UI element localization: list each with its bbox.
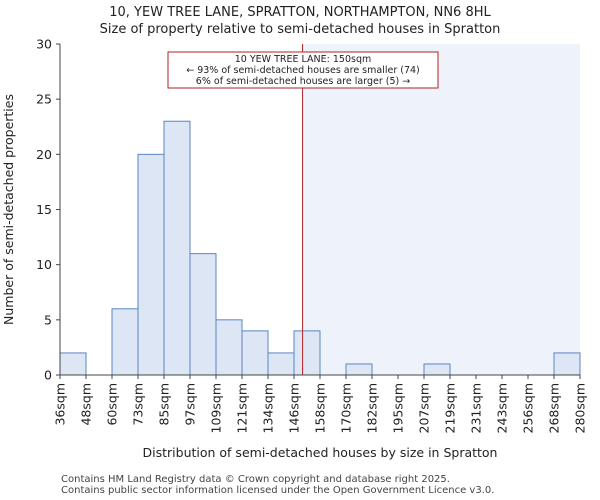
bar-170sqm bbox=[345, 363, 373, 376]
x-tick-label-73sqm: 73sqm bbox=[131, 383, 146, 426]
bar-109sqm bbox=[215, 319, 243, 376]
x-tick-label-243sqm: 243sqm bbox=[495, 383, 510, 433]
footer-line-2: Contains public sector information licen… bbox=[61, 485, 495, 496]
bar-85sqm bbox=[163, 120, 191, 376]
x-tick-label-256sqm: 256sqm bbox=[521, 383, 536, 433]
x-tick-label-158sqm: 158sqm bbox=[313, 383, 328, 433]
x-ticks-group: 36sqm 48sqm 60sqm 73sqm 85sqm 97sqm 109sqm 121s… bbox=[53, 375, 588, 433]
y-tick-label-0: 0 bbox=[44, 368, 52, 383]
y-tick-label-25: 25 bbox=[36, 92, 52, 107]
x-tick-label-121sqm: 121sqm bbox=[235, 383, 250, 433]
bars-group bbox=[59, 120, 581, 376]
x-tick-label-219sqm: 219sqm bbox=[443, 383, 458, 433]
x-tick-label-280sqm: 280sqm bbox=[573, 383, 588, 433]
x-tick-label-268sqm: 268sqm bbox=[547, 383, 562, 433]
x-axis-label: Distribution of semi-detached houses by … bbox=[143, 445, 498, 460]
annotation-line-3: 6% of semi-detached houses are larger (5… bbox=[196, 76, 410, 87]
x-tick-label-85sqm: 85sqm bbox=[157, 383, 172, 426]
x-tick-label-195sqm: 195sqm bbox=[391, 383, 406, 433]
bar-146sqm bbox=[293, 330, 321, 376]
x-tick-label-182sqm: 182sqm bbox=[365, 383, 380, 433]
y-tick-label-30: 30 bbox=[36, 37, 52, 52]
larger-properties-region bbox=[302, 44, 580, 375]
bar-207sqm bbox=[423, 363, 451, 376]
chart-subtitle: Size of property relative to semi-detach… bbox=[100, 22, 501, 37]
y-ticks-group: 0 5 10 15 20 25 30 bbox=[36, 37, 60, 383]
bar-121sqm bbox=[241, 330, 269, 376]
x-tick-label-48sqm: 48sqm bbox=[79, 383, 94, 426]
x-tick-label-170sqm: 170sqm bbox=[339, 383, 354, 433]
bar-36sqm bbox=[59, 352, 87, 376]
x-tick-label-36sqm: 36sqm bbox=[53, 383, 68, 426]
x-tick-label-109sqm: 109sqm bbox=[209, 383, 224, 433]
y-axis-label: Number of semi-detached properties bbox=[1, 94, 16, 325]
bar-97sqm bbox=[189, 253, 217, 376]
x-tick-label-97sqm: 97sqm bbox=[183, 383, 198, 426]
bar-134sqm bbox=[267, 352, 295, 376]
chart-title: 10, YEW TREE LANE, SPRATTON, NORTHAMPTON… bbox=[109, 5, 491, 20]
x-tick-label-60sqm: 60sqm bbox=[105, 383, 120, 426]
bar-73sqm bbox=[137, 153, 165, 376]
bar-60sqm bbox=[111, 308, 139, 376]
x-tick-label-134sqm: 134sqm bbox=[261, 383, 276, 433]
annotation-box: 10 YEW TREE LANE: 150sqm ← 93% of semi-d… bbox=[167, 51, 439, 89]
annotation-line-2: ← 93% of semi-detached houses are smalle… bbox=[186, 65, 420, 76]
y-tick-label-10: 10 bbox=[36, 257, 52, 272]
footer-line-1: Contains HM Land Registry data © Crown c… bbox=[61, 474, 450, 485]
y-tick-label-15: 15 bbox=[36, 202, 52, 217]
annotation-line-1: 10 YEW TREE LANE: 150sqm bbox=[235, 54, 371, 65]
annotation-frame bbox=[167, 51, 439, 89]
x-tick-label-146sqm: 146sqm bbox=[287, 383, 302, 433]
x-tick-label-231sqm: 231sqm bbox=[469, 383, 484, 433]
y-tick-label-20: 20 bbox=[36, 147, 52, 162]
y-tick-label-5: 5 bbox=[44, 312, 52, 327]
bar-268sqm bbox=[553, 352, 581, 376]
x-tick-label-207sqm: 207sqm bbox=[417, 383, 432, 433]
